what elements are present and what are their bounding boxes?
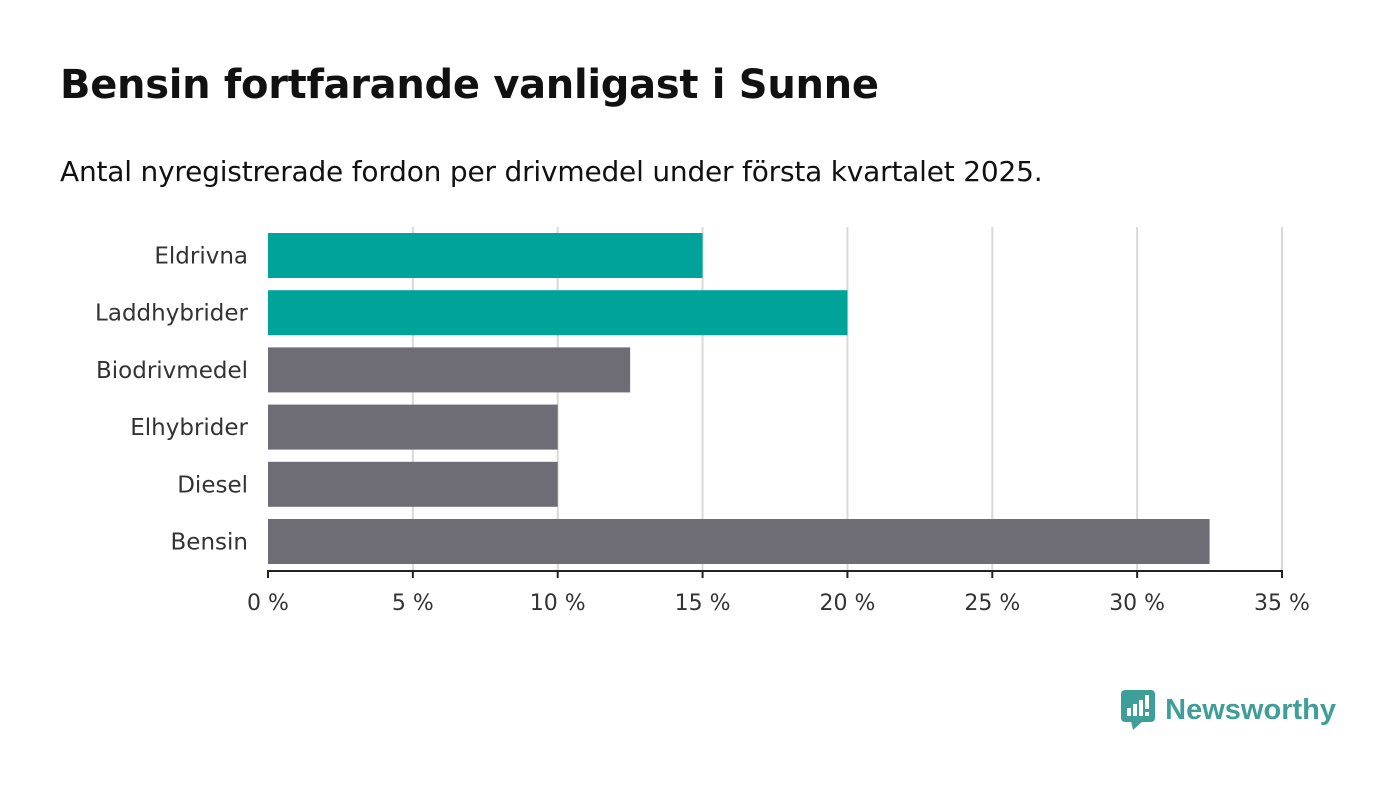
category-label: Bensin <box>171 530 248 556</box>
newsworthy-brand: Newsworthy <box>1121 690 1336 730</box>
x-tick-label: 20 % <box>819 591 875 616</box>
category-label: Laddhybrider <box>95 301 248 327</box>
chart-subtitle: Antal nyregistrerade fordon per drivmede… <box>60 155 1043 188</box>
x-tick-label: 15 % <box>675 591 731 616</box>
bar-laddhybrider <box>268 290 848 336</box>
category-labels: Eldrivna Laddhybrider Biodrivmedel Elhybrid… <box>95 244 248 556</box>
bar-bensin <box>268 519 1210 564</box>
x-tick-label: 30 % <box>1109 591 1165 616</box>
x-tick-label: 35 % <box>1254 591 1310 616</box>
bar-diesel <box>268 461 558 507</box>
bar-biodrivmedel <box>268 347 631 393</box>
bars <box>268 233 1210 564</box>
newsworthy-logo-icon <box>1121 690 1156 730</box>
x-tick-label: 10 % <box>530 591 586 616</box>
gridlines <box>411 227 1283 571</box>
x-axis: 0 % 5 % 10 % 15 % 20 % 25 % 30 % 35 % <box>247 570 1310 616</box>
x-tick-label: 0 % <box>247 591 289 616</box>
bar-eldrivna <box>268 233 703 278</box>
chart-title: Bensin fortfarande vanligast i Sunne <box>60 62 879 108</box>
brand-name: Newsworthy <box>1165 693 1336 726</box>
category-label: Diesel <box>177 472 248 498</box>
category-label: Elhybrider <box>130 415 248 441</box>
category-label: Eldrivna <box>154 244 248 270</box>
x-tick-label: 5 % <box>392 591 434 616</box>
x-tick-label: 25 % <box>964 591 1020 616</box>
bar-elhybrider <box>268 404 558 450</box>
category-label: Biodrivmedel <box>96 358 248 384</box>
